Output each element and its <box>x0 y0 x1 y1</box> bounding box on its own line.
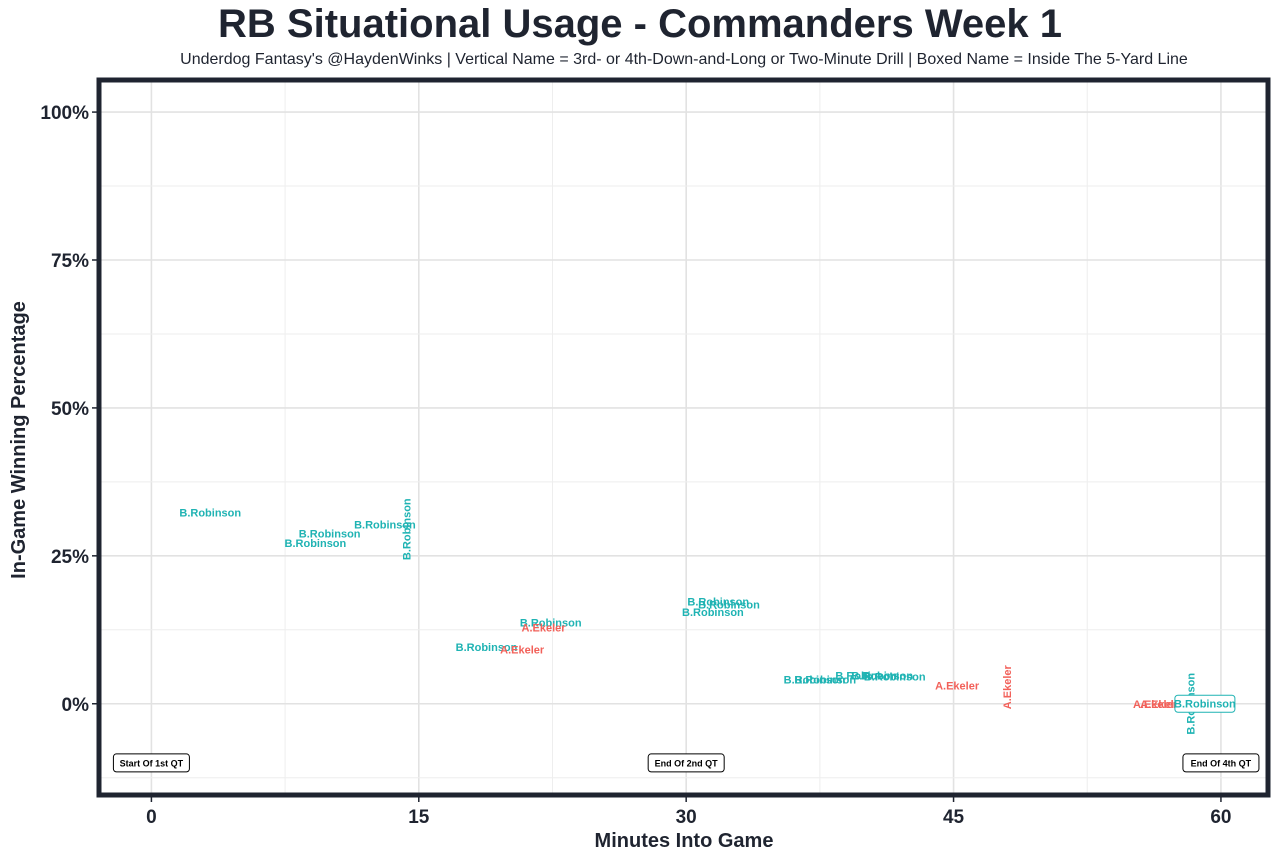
quarter-marker-label: Start Of 1st QT <box>120 758 184 768</box>
y-tick-label: 25% <box>51 547 89 568</box>
quarter-marker-label: End Of 2nd QT <box>655 758 718 768</box>
quarter-marker-box <box>647 753 725 773</box>
data-point-label: B.Robinson <box>864 672 926 684</box>
data-point-label: A.Ekeler <box>1002 664 1014 709</box>
chart-title: RB Situational Usage - Commanders Week 1 <box>218 2 1062 46</box>
quarter-marker-label: End Of 4th QT <box>1191 758 1252 768</box>
data-point-label: B.Robinson <box>851 670 913 682</box>
data-point-label: B.Robinson <box>698 599 760 611</box>
data-point-label: A.Ekeler <box>500 644 545 656</box>
x-tick-label: 45 <box>943 807 965 828</box>
y-tick-labels: 0% 25% 50% 75% 100% <box>40 103 97 716</box>
data-point-label: B.Robinson <box>687 596 749 608</box>
data-point-label: A.Ekeler <box>522 622 567 634</box>
data-point-label: B.Robinson <box>354 519 416 531</box>
data-point-label: B.Robinson <box>520 618 582 630</box>
x-tick-label: 15 <box>408 807 430 828</box>
data-point-label: B.Robinson <box>794 674 856 686</box>
y-tick-label: 100% <box>40 103 89 124</box>
quarter-marker-box <box>1182 753 1260 773</box>
y-tick-label: 75% <box>51 251 89 272</box>
x-tick-label: 30 <box>676 807 697 828</box>
data-point-label: B.Robinson <box>784 674 846 686</box>
data-point-label: B.Robinson <box>682 607 744 619</box>
data-point-label: A.Ekeler <box>1140 699 1185 711</box>
y-axis-label: In-Game Winning Percentage <box>8 301 30 579</box>
data-point-label: B.Robinson <box>1174 698 1236 710</box>
data-point-label: B.Robinson <box>456 642 518 654</box>
data-point-label: A.Ekeler <box>1133 699 1178 711</box>
data-point-label: B.Robinson <box>285 538 347 550</box>
data-point-label: B.Robinson <box>299 528 361 540</box>
grid-lines <box>101 82 1266 793</box>
y-tick-label: 0% <box>62 695 90 716</box>
x-tick-labels: 0 15 30 45 60 <box>146 797 1232 828</box>
quarter-marker-box <box>112 753 190 773</box>
quarter-markers: Start Of 1st QT End Of 2nd QT End Of 4th Q… <box>112 753 1260 773</box>
x-axis-label: Minutes Into Game <box>595 830 774 852</box>
data-point-label: A.Ekeler <box>935 680 980 692</box>
x-tick-label: 0 <box>146 807 157 828</box>
chart-subtitle: Underdog Fantasy's @HaydenWinks | Vertic… <box>180 51 1188 68</box>
data-point-label: B.Robinson <box>401 498 413 560</box>
data-point-labels: B.RobinsonB.RobinsonB.RobinsonB.Robinson… <box>179 498 1236 735</box>
x-tick-label: 60 <box>1210 807 1231 828</box>
data-point-box <box>1174 694 1236 713</box>
plot-border <box>96 77 1271 798</box>
data-point-label: B.Robinson <box>179 508 241 520</box>
y-tick-label: 50% <box>51 399 89 420</box>
data-point-label: B.Robinson <box>835 670 897 682</box>
